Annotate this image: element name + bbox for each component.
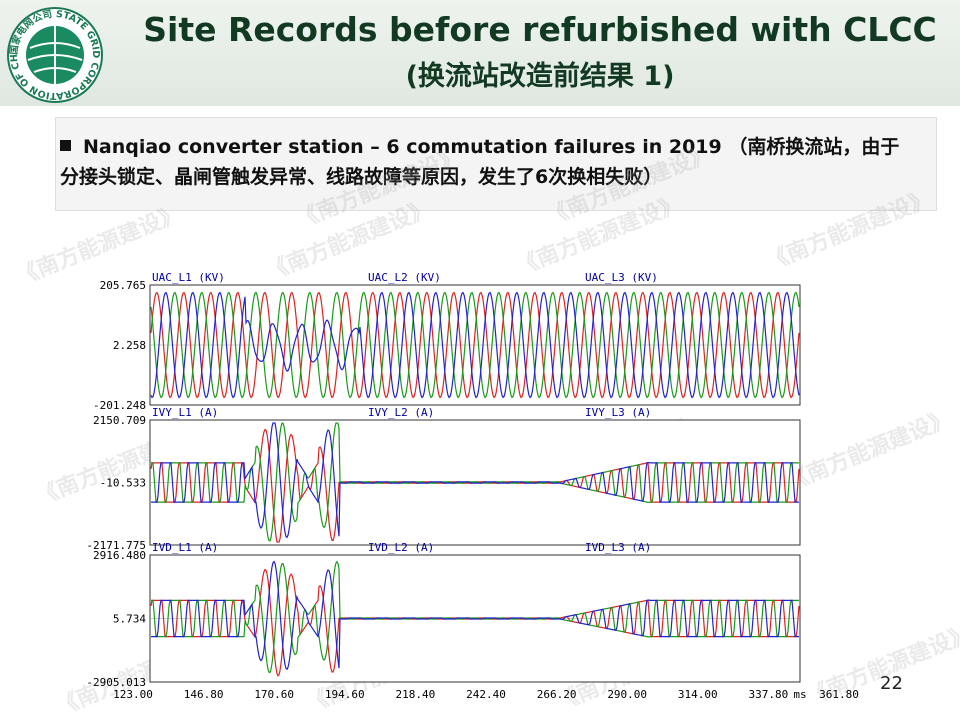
- channel-label: IVY_L2 (A): [368, 406, 434, 419]
- waveform: [151, 560, 799, 671]
- waveform: [150, 291, 800, 399]
- y-axis-label: 205.765: [100, 279, 146, 292]
- watermark: 《南方能源建设》: [763, 186, 936, 276]
- channel-label: UAC_L1 (KV): [152, 271, 225, 284]
- waveform: [150, 291, 800, 399]
- bullet-text: Nanqiao converter station – 6 commutatio…: [60, 136, 900, 188]
- waveform: [151, 422, 799, 542]
- waveform: [151, 560, 799, 674]
- channel-label: IVD_L3 (A): [585, 541, 651, 554]
- channel-label: IVY_L1 (A): [152, 406, 218, 419]
- x-axis-label: ms: [793, 688, 806, 701]
- bullet-item: Nanqiao converter station – 6 commutatio…: [60, 132, 910, 192]
- subtitle: (换流站改造前结果 1): [405, 61, 675, 92]
- watermark: 《南方能源建设》: [783, 406, 956, 496]
- channel-label: IVD_L2 (A): [368, 541, 434, 554]
- channel-label: IVY_L3 (A): [585, 406, 651, 419]
- page-number: 22: [880, 673, 903, 694]
- title: Site Records before refurbished with CLC…: [143, 10, 937, 49]
- y-axis-label: 2.258: [113, 339, 146, 352]
- y-axis-label: 2150.709: [93, 414, 146, 427]
- channel-label: IVD_L1 (A): [152, 541, 218, 554]
- waveform: [150, 291, 800, 399]
- x-axis-label: 290.00: [607, 688, 647, 701]
- waveform: [151, 422, 799, 539]
- y-axis-label: -201.248: [93, 399, 146, 412]
- channel-label: UAC_L3 (KV): [585, 271, 658, 284]
- bullet-box: [55, 117, 937, 211]
- x-axis-label: 337.80: [749, 688, 789, 701]
- x-axis-label: 361.80: [819, 688, 859, 701]
- x-axis-label: 218.40: [396, 688, 436, 701]
- header-band: [0, 0, 960, 106]
- y-axis-label: -2905.013: [86, 676, 146, 689]
- x-axis-label: 194.60: [325, 688, 365, 701]
- x-axis-label: 266.20: [537, 688, 577, 701]
- x-axis-label: 242.40: [466, 688, 506, 701]
- x-axis-label: 170.60: [254, 688, 294, 701]
- channel-label: UAC_L2 (KV): [368, 271, 441, 284]
- x-axis-label: 314.00: [678, 688, 718, 701]
- x-axis-label: 146.80: [184, 688, 224, 701]
- y-axis-label: 2916.480: [93, 549, 146, 562]
- x-axis-label: 123.00: [113, 688, 153, 701]
- y-axis-label: -10.533: [100, 477, 146, 490]
- logo-lines: [27, 26, 83, 84]
- y-axis-label: 5.734: [113, 613, 146, 626]
- y-axis-label: -2171.775: [86, 539, 146, 552]
